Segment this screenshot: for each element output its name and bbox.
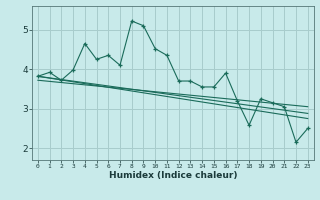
X-axis label: Humidex (Indice chaleur): Humidex (Indice chaleur)	[108, 171, 237, 180]
